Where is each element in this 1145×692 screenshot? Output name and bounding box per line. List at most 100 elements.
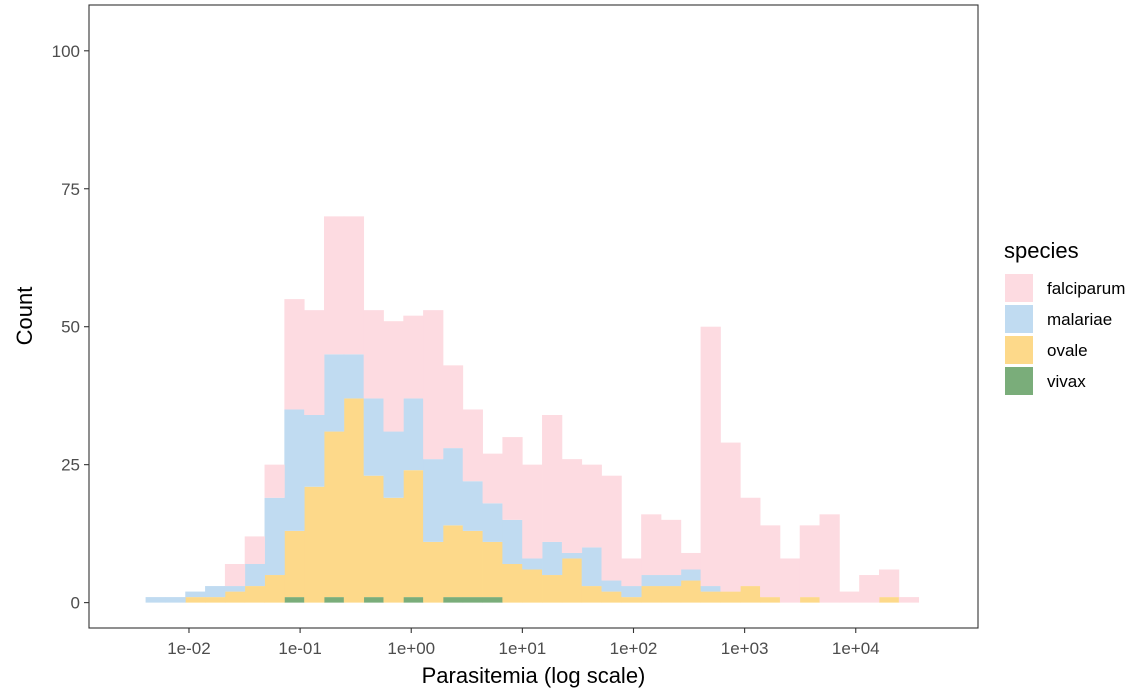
bar-falciparum-bin-21 [561, 459, 583, 553]
bar-ovale-bin-31 [760, 597, 781, 603]
bar-malariae-bin-11 [363, 398, 384, 476]
x-tick-label: 1e-02 [167, 639, 210, 658]
bar-malariae-bin-27 [680, 569, 701, 581]
bar-ovale-bin-7 [284, 530, 305, 598]
bar-falciparum-bin-14 [423, 310, 444, 460]
bar-ovale-bin-5 [244, 586, 265, 603]
bar-falciparum-bin-17 [482, 453, 503, 504]
bar-malariae-bin-22 [581, 547, 602, 587]
x-tick-label: 1e+03 [721, 639, 769, 658]
bar-falciparum-bin-8 [304, 310, 325, 415]
bar-ovale-bin-2 [185, 597, 206, 603]
bar-falciparum-bin-32 [779, 558, 801, 603]
bar-falciparum-bin-31 [760, 525, 781, 598]
legend-label-vivax: vivax [1047, 372, 1086, 391]
bar-malariae-bin-9 [324, 354, 345, 432]
bar-ovale-bin-6 [264, 575, 285, 603]
bar-falciparum-bin-19 [522, 464, 543, 559]
series-vivax [284, 597, 503, 603]
bar-ovale-bin-11 [363, 475, 384, 598]
bar-falciparum-bin-29 [720, 442, 741, 592]
bar-falciparum-bin-28 [700, 326, 721, 587]
bar-falciparum-bin-7 [284, 299, 305, 410]
bar-falciparum-bin-20 [542, 415, 563, 542]
bar-malariae-bin-28 [700, 586, 721, 592]
bar-ovale-bin-3 [205, 597, 226, 603]
bar-falciparum-bin-27 [680, 552, 701, 570]
bar-ovale-bin-19 [522, 569, 543, 603]
bar-falciparum-bin-12 [383, 321, 404, 432]
bar-malariae-bin-12 [383, 431, 404, 498]
bar-ovale-bin-25 [641, 586, 662, 603]
bar-ovale-bin-14 [423, 541, 444, 603]
bar-falciparum-bin-33 [799, 525, 820, 598]
x-tick-label: 1e+02 [610, 639, 658, 658]
bar-malariae-bin-24 [621, 586, 642, 598]
bar-falciparum-bin-36 [859, 575, 880, 603]
legend-item-vivax: vivax [1005, 367, 1086, 395]
bar-malariae-bin-8 [304, 415, 325, 487]
legend-label-falciparum: falciparum [1047, 279, 1125, 298]
bar-ovale-bin-10 [343, 398, 365, 603]
bar-ovale-bin-9 [324, 431, 345, 598]
legend-label-malariae: malariae [1047, 310, 1112, 329]
bar-falciparum-bin-23 [601, 475, 622, 581]
bar-malariae-bin-17 [482, 503, 503, 542]
legend-swatch-vivax [1005, 367, 1033, 395]
legend-swatch-falciparum [1005, 274, 1033, 302]
series-falciparum [224, 216, 920, 603]
y-axis-title: Count [12, 287, 37, 346]
bar-malariae-bin-16 [462, 481, 483, 531]
bar-ovale-bin-21 [561, 558, 583, 603]
legend-swatch-malariae [1005, 305, 1033, 333]
x-tick-label: 1e+04 [832, 639, 880, 658]
bar-malariae-bin-21 [561, 552, 583, 559]
bar-vivax-bin-9 [324, 597, 345, 603]
bar-ovale-bin-28 [700, 591, 721, 603]
bar-ovale-bin-16 [462, 530, 483, 598]
bar-vivax-bin-11 [363, 597, 384, 603]
bar-malariae-bin-4 [224, 586, 246, 592]
bar-malariae-bin-0 [145, 597, 166, 603]
bar-malariae-bin-2 [185, 591, 206, 598]
bar-falciparum-bin-34 [819, 514, 840, 603]
bar-vivax-bin-15 [442, 597, 464, 603]
bar-ovale-bin-33 [799, 597, 820, 603]
bar-ovale-bin-26 [660, 586, 682, 603]
bar-falciparum-bin-10 [343, 216, 365, 355]
bar-ovale-bin-13 [403, 470, 424, 598]
bar-falciparum-bin-18 [502, 437, 523, 520]
bar-falciparum-bin-11 [363, 310, 384, 399]
bar-ovale-bin-17 [482, 541, 503, 598]
series-malariae [145, 354, 721, 603]
bar-malariae-bin-3 [205, 586, 226, 598]
legend-item-falciparum: falciparum [1005, 274, 1125, 302]
bar-ovale-bin-24 [621, 597, 642, 603]
bar-falciparum-bin-35 [839, 591, 860, 603]
legend-item-malariae: malariae [1005, 305, 1112, 333]
bar-ovale-bin-29 [720, 591, 741, 603]
bar-malariae-bin-10 [343, 354, 365, 399]
plot-panel-border [88, 4, 979, 629]
series-ovale [185, 398, 900, 603]
bar-ovale-bin-37 [879, 597, 900, 603]
bar-falciparum-bin-38 [898, 597, 920, 603]
bar-falciparum-bin-30 [740, 497, 761, 587]
bar-falciparum-bin-37 [879, 569, 900, 598]
bar-malariae-bin-13 [403, 398, 424, 471]
legend-swatch-ovale [1005, 336, 1033, 364]
histogram-bars [145, 216, 920, 603]
bar-malariae-bin-14 [423, 459, 444, 542]
bar-malariae-bin-20 [542, 541, 563, 576]
bar-malariae-bin-15 [442, 448, 464, 526]
bar-malariae-bin-1 [165, 597, 186, 603]
y-tick-label: 25 [61, 456, 80, 475]
bar-vivax-bin-17 [482, 597, 503, 603]
bar-ovale-bin-12 [383, 497, 404, 603]
bar-falciparum-bin-22 [581, 464, 602, 548]
bar-ovale-bin-23 [601, 591, 622, 603]
bar-falciparum-bin-25 [641, 514, 662, 576]
y-axis: 0 25 50 75 100 [52, 42, 89, 613]
bar-falciparum-bin-5 [244, 536, 265, 564]
bar-vivax-bin-16 [462, 597, 483, 603]
